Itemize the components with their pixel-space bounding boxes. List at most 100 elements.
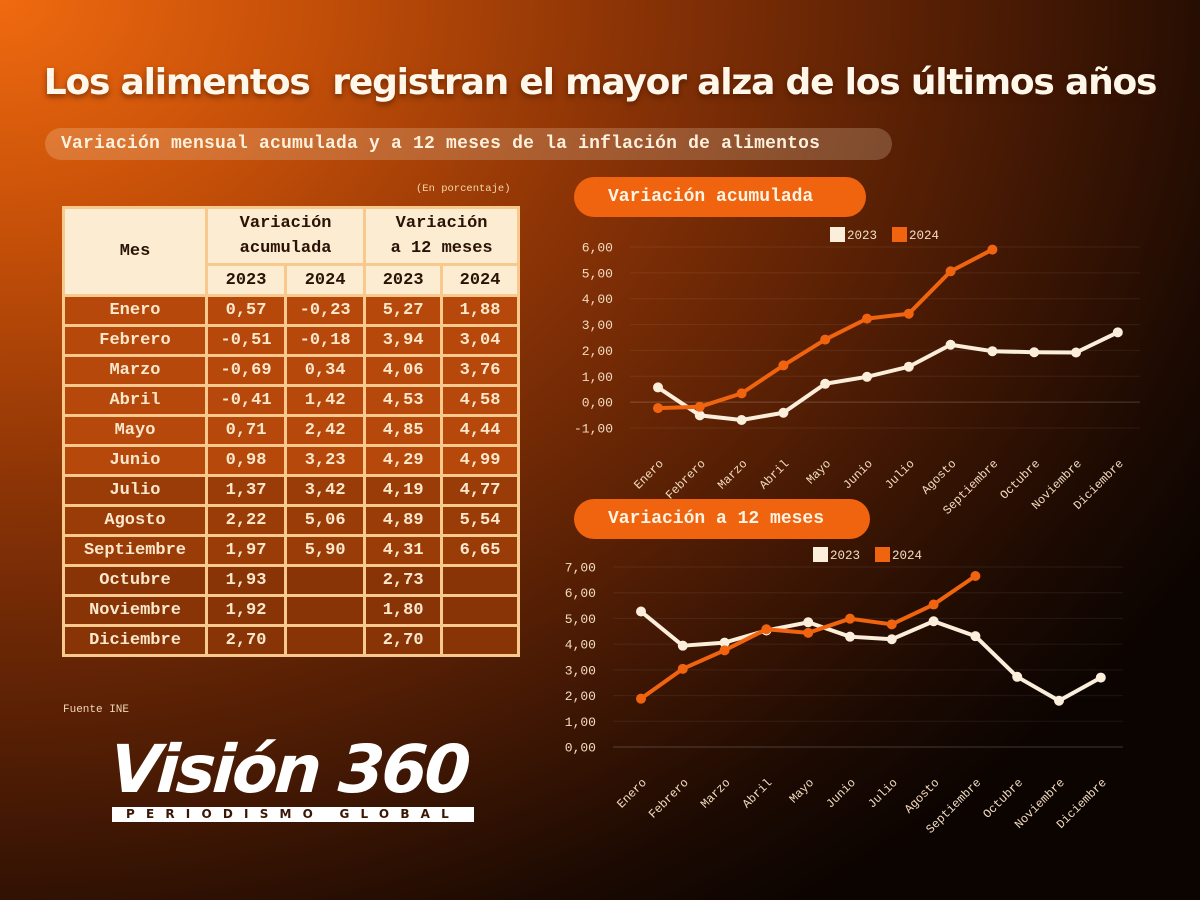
cell-12m-2024: 4,99	[440, 444, 520, 477]
data-point	[845, 631, 855, 642]
legend-swatch-2024	[875, 547, 890, 562]
header-year: 2023	[363, 263, 444, 297]
cell-acum-2023: 1,97	[204, 534, 288, 567]
cell-acum-2023: -0,51	[204, 324, 288, 357]
data-point	[1054, 695, 1064, 706]
table-row: Julio 1,37 3,42 4,19 4,77	[62, 474, 520, 507]
data-point	[736, 414, 747, 425]
cell-12m-2024: 1,88	[440, 294, 520, 327]
legend-label: 2024	[892, 549, 922, 563]
x-tick-label: Agosto	[919, 457, 959, 497]
x-tick-label: Marzo	[715, 457, 750, 492]
data-point	[653, 403, 663, 414]
y-tick-label: -1,00	[574, 422, 613, 437]
cell-acum-2023: 0,57	[204, 294, 288, 327]
series-2024	[636, 571, 981, 704]
data-point	[945, 266, 956, 277]
data-point	[636, 693, 646, 704]
cell-acum-2023: 1,92	[204, 594, 288, 627]
header-accumulated: Variación acumulada	[204, 206, 367, 266]
data-point	[677, 663, 688, 674]
cell-12m-2024: 4,44	[440, 414, 520, 447]
header-year: 2024	[284, 263, 367, 297]
cell-12m-2024	[440, 564, 520, 597]
chart-title-accumulated: Variación acumulada	[574, 177, 866, 217]
data-point	[761, 624, 772, 635]
cell-acum-2024: 5,90	[284, 534, 367, 567]
unit-note: (En porcentaje)	[416, 183, 511, 195]
legend-swatch-2023	[813, 547, 828, 562]
cell-12m-2023: 4,29	[363, 444, 444, 477]
cell-acum-2024: 2,42	[284, 414, 367, 447]
cell-12m-2024: 3,76	[440, 354, 520, 387]
data-point	[820, 378, 831, 389]
logo-wordmark: Visión 360	[107, 731, 471, 808]
cell-12m-2023: 1,80	[363, 594, 444, 627]
y-tick-label: 2,00	[565, 689, 596, 704]
chart-title-12-months: Variación a 12 meses	[574, 499, 870, 539]
data-point	[778, 360, 789, 371]
y-tick-label: 4,00	[582, 292, 613, 307]
cell-12m-2023: 5,27	[363, 294, 444, 327]
cell-12m-2024: 5,54	[440, 504, 520, 537]
chart-12-months: 2023 2024 0,00 1,00 2,00 3,00 4,00 5,00 6,00 7,00…	[565, 547, 1123, 837]
cell-acum-2023: 2,70	[204, 624, 288, 657]
x-tick-label: Marzo	[698, 776, 733, 811]
y-tick-label: 0,00	[582, 396, 613, 411]
data-point	[1071, 347, 1081, 358]
cell-12m-2024	[440, 624, 520, 657]
data-point	[862, 371, 872, 382]
cell-acum-2023: 1,93	[204, 564, 288, 597]
cell-12m-2023: 4,19	[363, 474, 444, 507]
cell-12m-2023: 2,73	[363, 564, 444, 597]
x-tick-label: Febrero	[663, 457, 709, 503]
cell-acum-2024	[284, 624, 367, 657]
x-tick-label: Julio	[865, 776, 900, 811]
x-tick-label: Enero	[614, 776, 649, 811]
header-12-months-line1: Variación	[395, 214, 488, 233]
cell-month: Junio	[62, 444, 208, 477]
header-accumulated-line2: acumulada	[239, 239, 332, 258]
cell-12m-2023: 4,85	[363, 414, 444, 447]
data-point	[636, 606, 646, 617]
data-point	[928, 599, 939, 610]
page-subtitle: Variación mensual acumulada y a 12 meses…	[45, 128, 892, 160]
y-tick-label: 1,00	[582, 370, 613, 385]
data-point	[736, 388, 747, 399]
cell-acum-2023: 1,37	[204, 474, 288, 507]
cell-month: Noviembre	[62, 594, 208, 627]
cell-acum-2023: -0,69	[204, 354, 288, 387]
y-tick-label: 4,00	[565, 638, 596, 653]
cell-12m-2023: 4,06	[363, 354, 444, 387]
y-tick-label: 2,00	[582, 344, 613, 359]
header-12-months-line2: a 12 meses	[390, 239, 493, 258]
data-point	[970, 631, 981, 642]
cell-acum-2023: 0,71	[204, 414, 288, 447]
x-tick-label: Julio	[882, 457, 917, 492]
series-line-2023	[656, 330, 1119, 422]
header-12-months: Variación a 12 meses	[363, 206, 520, 266]
x-tick-label: Febrero	[646, 776, 692, 822]
table-row: Octubre 1,93 2,73	[62, 564, 520, 597]
cell-month: Febrero	[62, 324, 208, 357]
x-tick-label: Junio	[823, 776, 858, 811]
legend-label: 2024	[909, 229, 939, 243]
cell-12m-2024: 6,65	[440, 534, 520, 567]
cell-12m-2024	[440, 594, 520, 627]
data-point	[653, 382, 663, 393]
inflation-table: Mes Variación acumulada Variación a 12 m…	[62, 206, 520, 657]
x-tick-label: Junio	[840, 457, 875, 492]
x-tick-label: Mayo	[787, 776, 817, 806]
cell-month: Enero	[62, 294, 208, 327]
cell-month: Julio	[62, 474, 208, 507]
cell-month: Marzo	[62, 354, 208, 387]
cell-acum-2024: -0,23	[284, 294, 367, 327]
x-tick-label: Abril	[757, 457, 792, 492]
cell-acum-2024: -0,18	[284, 324, 367, 357]
data-point	[803, 627, 814, 638]
data-point	[719, 645, 730, 656]
table-row: Diciembre 2,70 2,70	[62, 624, 520, 657]
table-row: Septiembre 1,97 5,90 4,31 6,65	[62, 534, 520, 567]
y-tick-label: 7,00	[565, 561, 596, 576]
cell-12m-2024: 4,77	[440, 474, 520, 507]
